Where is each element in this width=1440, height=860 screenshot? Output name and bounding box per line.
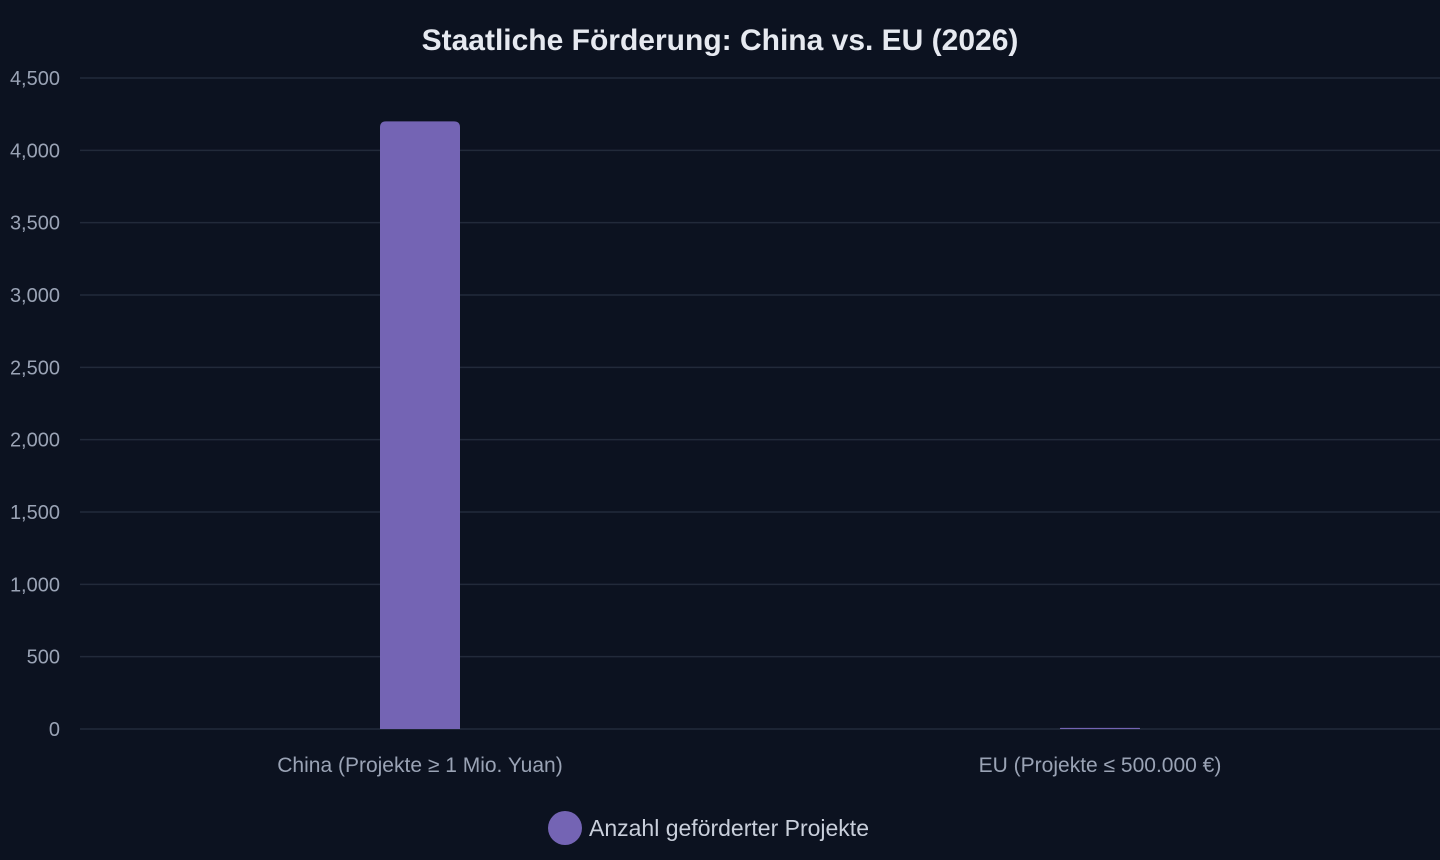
x-category-label: EU (Projekte ≤ 500.000 €): [979, 754, 1222, 777]
bar-1[interactable]: [1060, 727, 1140, 729]
y-tick-label: 2,500: [10, 357, 60, 379]
y-tick-label: 4,000: [10, 140, 60, 162]
y-tick-label: 4,500: [10, 68, 60, 90]
bar-0[interactable]: [380, 121, 460, 729]
y-axis-ticks: 0 500 1,000 1,500 2,000 2,500 3,000 3,500 4,000 4…: [10, 68, 60, 741]
chart-title: Staatliche Förderung: China vs. EU (2026…: [422, 24, 1019, 57]
x-category-label: China (Projekte ≥ 1 Mio. Yuan): [277, 754, 562, 777]
x-axis-categories: China (Projekte ≥ 1 Mio. Yuan) EU (Projek…: [277, 754, 1221, 777]
legend-swatch[interactable]: [548, 811, 582, 845]
legend[interactable]: Anzahl geförderter Projekte: [548, 811, 869, 845]
y-tick-label: 1,000: [10, 574, 60, 596]
y-tick-label: 500: [27, 647, 60, 669]
y-tick-label: 3,500: [10, 213, 60, 235]
grid-lines: [80, 77, 1440, 730]
y-tick-label: 2,000: [10, 430, 60, 452]
y-tick-label: 0: [49, 719, 60, 741]
bars: [380, 121, 1140, 729]
legend-label[interactable]: Anzahl geförderter Projekte: [589, 815, 869, 841]
y-tick-label: 3,000: [10, 285, 60, 307]
y-tick-label: 1,500: [10, 502, 60, 524]
